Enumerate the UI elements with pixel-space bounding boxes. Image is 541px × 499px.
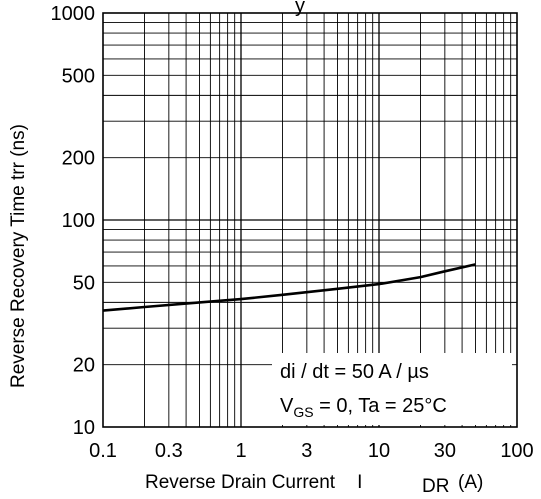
plot-frame [102, 12, 518, 428]
y-tick-label: 100 [62, 210, 95, 232]
x-tick-labels: 0.1 0.3 1 3 10 30 100 [89, 440, 534, 462]
annotation-box [272, 353, 512, 425]
y-tick-label: 20 [73, 355, 95, 377]
x-tick-label: 3 [301, 440, 312, 462]
x-tick-label: 0.1 [89, 440, 117, 462]
y-tick-label: 200 [62, 148, 95, 170]
x-axis-symbol-sub: DR [422, 476, 449, 497]
x-tick-label: 10 [368, 440, 390, 462]
x-tick-label: 1 [235, 440, 246, 462]
x-tick-label: 100 [500, 440, 533, 462]
y-tick-labels: 10 20 50 100 200 500 1000 [51, 3, 96, 439]
trr-curve [102, 263, 476, 312]
y-tick-label: 10 [73, 417, 95, 439]
y-tick-label: 1000 [51, 3, 96, 25]
x-tick-label: 0.3 [155, 440, 183, 462]
annotation-line2: VGS = 0, Ta = 25°C [280, 395, 447, 420]
title-fragment: y [295, 0, 305, 17]
x-axis-label: Reverse Drain Current I [145, 472, 362, 493]
y-axis-label: Reverse Recovery Time trr (ns) [8, 124, 29, 388]
x-tick-label: 30 [434, 440, 456, 462]
x-axis-unit: (A) [458, 472, 483, 493]
y-tick-label: 50 [73, 272, 95, 294]
curve-layer [102, 263, 476, 312]
annotation-line1: di / dt = 50 A / µs [280, 361, 429, 383]
y-tick-label: 500 [62, 65, 95, 87]
